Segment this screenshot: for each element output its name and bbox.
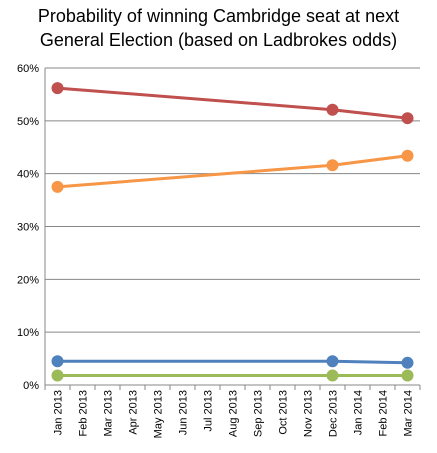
series-line: [57, 359, 408, 365]
y-tick-label: 0%: [23, 380, 39, 392]
data-point: [326, 103, 339, 116]
y-tick-label: 10%: [17, 327, 39, 339]
data-point: [401, 369, 414, 382]
data-point: [51, 369, 64, 382]
x-tick-label: Apr 2013: [128, 390, 140, 435]
x-tick-label: Jan 2014: [353, 390, 365, 435]
x-tick-label: Feb 2014: [378, 390, 390, 436]
x-tick-label: Mar 2013: [103, 390, 115, 436]
data-point: [326, 159, 339, 172]
x-tick-label: Jun 2013: [178, 390, 190, 435]
x-tick-label: Feb 2013: [78, 390, 90, 436]
x-tick-label: Jul 2013: [203, 390, 215, 432]
x-tick-label: Aug 2013: [228, 390, 240, 437]
x-tick-label: Sep 2013: [253, 390, 265, 437]
x-tick-label: May 2013: [153, 390, 165, 438]
data-point: [51, 355, 64, 368]
y-tick-label: 40%: [17, 169, 39, 181]
data-point: [51, 82, 64, 95]
y-tick-label: 50%: [17, 116, 39, 128]
x-tick-label: Dec 2013: [328, 390, 340, 437]
data-point: [326, 369, 339, 382]
data-point: [401, 112, 414, 125]
series-line: [57, 154, 408, 189]
y-tick-label: 60%: [17, 63, 39, 75]
x-tick-label: Mar 2014: [403, 390, 415, 436]
y-tick-label: 20%: [17, 274, 39, 286]
data-point: [401, 356, 414, 369]
series-line: [57, 86, 408, 120]
chart-title: Probability of winning Cambridge seat at…: [37, 6, 400, 50]
x-tick-label: Jan 2013: [53, 390, 65, 435]
y-tick-label: 30%: [17, 222, 39, 234]
x-tick-label: Oct 2013: [278, 390, 290, 435]
x-tick-label: Nov 2013: [303, 390, 315, 437]
data-point: [401, 149, 414, 162]
data-point: [51, 180, 64, 193]
data-point: [326, 355, 339, 368]
